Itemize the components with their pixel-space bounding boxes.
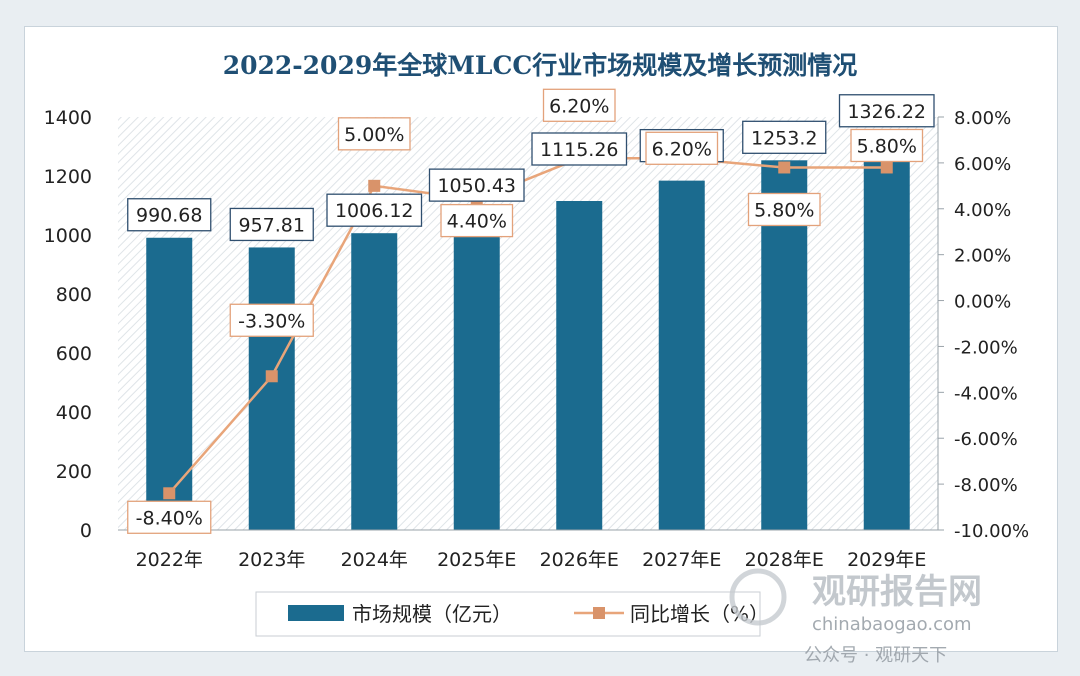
y-right-tick-label: -10.00% bbox=[954, 521, 1029, 542]
bar-value-label-box bbox=[838, 94, 935, 128]
growth-value-label: 4.40% bbox=[447, 211, 507, 233]
y-right-tick-label: 8.00% bbox=[954, 108, 1011, 129]
growth-value-label-box bbox=[127, 500, 212, 534]
growth-value-label-box bbox=[747, 192, 821, 227]
bar-value-label-box bbox=[531, 132, 628, 166]
y-right-tick-label: -6.00% bbox=[954, 429, 1018, 450]
y-left-tick-label: 600 bbox=[56, 343, 92, 365]
x-tick-label: 2022年 bbox=[136, 549, 203, 571]
bar-value-label-box bbox=[428, 168, 525, 202]
bar bbox=[556, 200, 603, 531]
legend-label-bar: 市场规模（亿元） bbox=[352, 602, 512, 626]
legend-swatch-marker bbox=[593, 607, 605, 619]
growth-value-label: 5.80% bbox=[857, 135, 917, 157]
growth-value-label-box bbox=[440, 203, 514, 238]
y-left-tick-label: 200 bbox=[56, 461, 92, 483]
bar-value-label: 957.81 bbox=[239, 214, 305, 236]
x-tick-label: 2025年E bbox=[437, 549, 516, 571]
bar-value-label: 990.68 bbox=[136, 205, 202, 227]
growth-point bbox=[778, 161, 791, 174]
legend-box bbox=[255, 591, 761, 637]
bar-value-label: 1006.12 bbox=[335, 200, 414, 222]
watermark-url: chinabaogao.com bbox=[812, 614, 972, 635]
bar-value-label: 1050.43 bbox=[437, 175, 516, 197]
growth-value-label: -3.30% bbox=[238, 310, 305, 332]
bar bbox=[351, 233, 398, 531]
bar bbox=[863, 138, 910, 530]
y-right-tick-label: 6.00% bbox=[954, 154, 1011, 175]
growth-line bbox=[168, 157, 887, 495]
x-tick-label: 2026年E bbox=[540, 549, 619, 571]
bar bbox=[658, 180, 705, 530]
watermark-brand: 观研报告网 bbox=[812, 572, 982, 612]
bar bbox=[248, 247, 295, 530]
bar-value-label-box bbox=[742, 120, 827, 154]
y-left-tick-label: 1400 bbox=[44, 107, 92, 129]
growth-value-label: 6.20% bbox=[549, 95, 609, 117]
y-left-tick-label: 0 bbox=[80, 520, 92, 542]
growth-value-label-box bbox=[645, 131, 719, 165]
growth-value-label-box bbox=[542, 88, 616, 122]
y-right-tick-label: -4.00% bbox=[954, 383, 1018, 404]
bar-value-label: 1253.2 bbox=[751, 127, 817, 149]
watermark-logo bbox=[729, 568, 787, 626]
y-right-tick-label: -8.00% bbox=[954, 475, 1018, 496]
growth-value-label-box bbox=[337, 117, 411, 151]
y-left-tick-label: 1000 bbox=[44, 225, 92, 247]
y-right-tick-label: 2.00% bbox=[954, 246, 1011, 267]
growth-point bbox=[265, 370, 278, 383]
growth-point bbox=[368, 179, 381, 192]
x-tick-label: 2029年E bbox=[847, 549, 926, 571]
bar-value-label: 1326.22 bbox=[847, 101, 926, 123]
growth-point bbox=[880, 161, 893, 174]
bar-value-label-box bbox=[326, 193, 423, 227]
y-right-tick-label: -2.00% bbox=[954, 337, 1018, 358]
bar-value-label: 1115.26 bbox=[540, 139, 619, 161]
growth-value-label: 5.80% bbox=[754, 199, 814, 221]
bar bbox=[146, 237, 193, 531]
growth-point bbox=[163, 487, 176, 500]
x-tick-label: 2023年 bbox=[238, 549, 305, 571]
growth-value-label: -8.40% bbox=[136, 507, 203, 529]
y-right-tick-label: 4.00% bbox=[954, 200, 1011, 221]
x-tick-label: 2028年E bbox=[745, 549, 824, 571]
growth-value-label: 5.00% bbox=[344, 124, 404, 146]
y-left-tick-label: 1200 bbox=[44, 166, 92, 188]
x-tick-label: 2027年E bbox=[642, 549, 721, 571]
x-tick-label: 2024年 bbox=[341, 549, 408, 571]
bar-value-label-box bbox=[229, 207, 314, 242]
bar-value-label-box bbox=[127, 198, 212, 232]
growth-value-label: 6.20% bbox=[652, 138, 712, 160]
growth-value-label-box bbox=[850, 128, 924, 163]
watermark-account: 公众号 · 观研天下 bbox=[804, 645, 947, 666]
chart-title: 2022-2029年全球MLCC行业市场规模及增长预测情况 bbox=[223, 51, 858, 80]
bar bbox=[453, 220, 500, 530]
y-left-tick-label: 800 bbox=[56, 284, 92, 306]
legend: 市场规模（亿元） 同比增长（%） bbox=[255, 591, 769, 637]
growth-value-label-box bbox=[229, 303, 314, 337]
y-left-tick-label: 400 bbox=[56, 402, 92, 424]
legend-swatch-bar bbox=[288, 605, 344, 621]
y-right-tick-label: 0.00% bbox=[954, 292, 1011, 313]
